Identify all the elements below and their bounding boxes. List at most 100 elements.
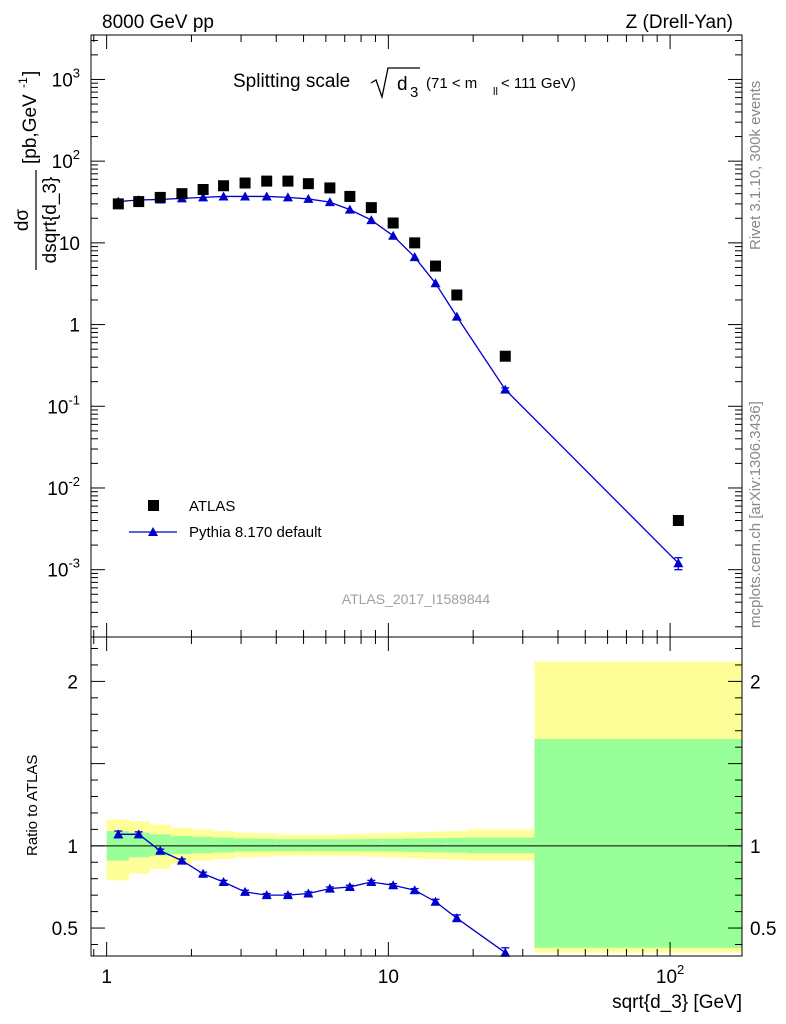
ratio-point [240, 886, 251, 896]
inner-band-bin [149, 834, 171, 856]
atlas-point [261, 175, 273, 187]
pythia-point [282, 192, 293, 202]
pythia-point [303, 193, 314, 203]
title-main: Splitting scale [233, 71, 350, 92]
main-y-tick-label: 10-2 [47, 474, 80, 500]
main-frame [90, 34, 743, 638]
ratio-y-tick-label-right: 1 [750, 837, 761, 858]
pythia-point [218, 191, 229, 201]
inner-band-bin [170, 835, 193, 855]
ratio-y-tick-label-left: 0.5 [52, 919, 78, 940]
sqrt-symbol [370, 67, 420, 100]
ratio-point [344, 881, 355, 891]
inner-band-bin [192, 836, 214, 854]
pythia-point [324, 197, 335, 207]
atlas-point [365, 202, 377, 214]
main-y-tick-label: 10-3 [47, 556, 80, 582]
atlas-point [176, 188, 188, 200]
inner-band-bin [361, 838, 383, 852]
ratio-y-tick-label-left: 1 [67, 837, 78, 858]
ylabel-units-sup: -1 [16, 77, 30, 88]
title-cut-sub: ll [493, 86, 498, 98]
pythia-error-bars [501, 387, 683, 571]
main-y-tick-label: 10 [59, 234, 80, 255]
title-cut-post: < 111 GeV) [501, 75, 576, 92]
ratio-y-tick-labels: 0.5 0.5 1 1 2 2 [52, 672, 777, 940]
ylabel-units-close: ] [20, 71, 41, 76]
ylabel-units: [pb,GeV [20, 94, 41, 164]
header-left: 8000 GeV pp [102, 12, 214, 33]
inner-band-bin [298, 839, 320, 852]
main-y-tick-label: 1 [69, 316, 80, 337]
ratio-plot: 0.5 0.5 1 1 2 2 1 10 102 Ratio to ATLAS sqrt{d_… [24, 636, 777, 1013]
atlas-point [672, 514, 684, 526]
watermark: ATLAS_2017_I1589844 [342, 591, 491, 607]
x-tick-labels: 1 10 102 [101, 962, 684, 988]
pythia-point [344, 204, 355, 214]
ratio-point [451, 913, 462, 923]
ratio-point [133, 829, 144, 839]
ratio-point [282, 890, 293, 900]
ratio-point [303, 888, 314, 898]
ylabel-num: dσ [12, 209, 33, 232]
inner-band-bin [403, 838, 426, 852]
pythia-point [240, 191, 251, 201]
ratio-point [409, 885, 420, 895]
inner-band-bin [446, 837, 468, 853]
atlas-point [133, 196, 145, 208]
inner-band-bin [276, 839, 299, 852]
ratio-point [176, 855, 187, 865]
ratio-point [324, 883, 335, 893]
pythia-point [451, 311, 462, 321]
inner-band-bin [534, 738, 742, 948]
atlas-point [154, 191, 166, 203]
inner-band-bin [234, 838, 256, 852]
atlas-point [197, 183, 209, 195]
pythia-point [198, 192, 209, 202]
x-tick-label: 10 [378, 967, 399, 988]
plot-title: Splitting scale d 3 (71 < m ll < 111 GeV… [233, 67, 576, 101]
atlas-point [499, 350, 511, 362]
legend-pythia-marker [148, 527, 158, 536]
x-tick-label: 1 [101, 967, 112, 988]
mcplots-label: mcplots.cern.ch [arXiv:1306.3436] [747, 401, 764, 628]
atlas-markers [112, 175, 684, 526]
ratio-frame [90, 636, 743, 957]
ratio-markers [113, 829, 511, 957]
main-y-tick-label: 102 [52, 147, 80, 173]
ratio-axis-ticks [91, 637, 742, 956]
inner-band-bin [425, 838, 447, 853]
atlas-point [302, 178, 314, 190]
atlas-point [409, 237, 421, 249]
ylabel-den: dsqrt{d_3} [40, 177, 61, 264]
title-cut-pre: (71 < m [426, 75, 477, 92]
pythia-point [673, 558, 684, 568]
ratio-point [500, 947, 511, 957]
main-y-tick-label: 103 [52, 65, 80, 91]
atlas-point [324, 182, 336, 194]
atlas-point [429, 260, 441, 272]
uncertainty-bands [106, 661, 742, 953]
main-y-label: dσ dsqrt{d_3} [pb,GeV -1 ] [12, 71, 61, 270]
ratio-point [430, 896, 441, 906]
main-axis-ticks [91, 35, 742, 637]
inner-band-bin [382, 838, 404, 852]
rivet-label: Rivet 3.1.10, 300k events [747, 81, 764, 250]
atlas-point [282, 175, 294, 187]
header-right: Z (Drell-Yan) [626, 12, 733, 33]
ratio-y-tick-label-left: 2 [67, 672, 78, 693]
atlas-point [344, 190, 356, 202]
legend-atlas-marker [148, 500, 159, 511]
pythia-point [430, 278, 441, 288]
atlas-point [112, 198, 124, 210]
inner-band-bin [340, 839, 362, 852]
ratio-point [198, 868, 209, 878]
ratio-y-label: Ratio to ATLAS [24, 755, 41, 856]
ratio-point [155, 845, 166, 855]
x-axis-label: sqrt{d_3} [GeV] [612, 992, 742, 1013]
ratio-point [366, 877, 377, 887]
inner-band-bin [213, 837, 235, 853]
ratio-y-tick-label-right: 0.5 [750, 919, 776, 940]
pythia-point [409, 252, 420, 262]
pythia-point [388, 230, 399, 240]
